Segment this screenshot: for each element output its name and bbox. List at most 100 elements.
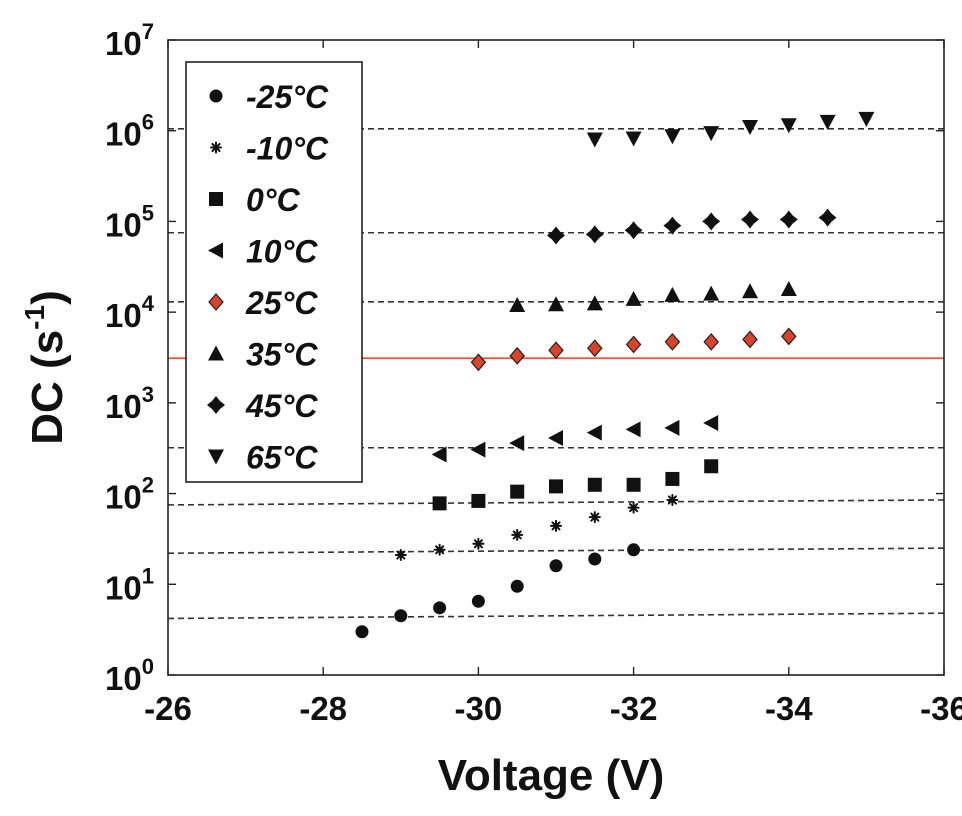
data-point-series-1-0-stroke [396,550,406,560]
y-tick-base: 10 [105,388,142,425]
x-tick-label: -32 [610,690,658,727]
legend-label-5: 35°C [246,337,318,373]
y-tick-label: 101 [105,563,154,606]
y-tick-label: 105 [105,200,154,243]
y-tick-exponent: 2 [142,473,154,498]
x-tick-label: -34 [765,690,813,727]
legend: -25°C-10°C0°C10°C25°C35°C45°C65°C [185,61,363,483]
data-point-series-2-4 [587,477,602,492]
data-point-series-0-4 [510,579,524,593]
data-point-series-4-1 [509,346,525,365]
data-point-series-6-6-shape [779,210,798,229]
legend-marker-0 [209,89,223,103]
y-axis-title-close: ) [23,290,72,305]
data-point-series-6-6 [779,210,798,229]
y-tick-exponent: 3 [142,382,154,407]
data-point-series-6-7 [818,208,837,227]
legend-label-value: 65 [246,440,283,476]
data-point-series-3-4 [586,424,602,441]
legend-label-3: 10°C [246,234,318,270]
data-point-series-7-6 [819,114,836,130]
legend-label-unit: °C [292,79,329,115]
data-point-series-2-0 [432,496,447,511]
data-point-series-3-5 [625,421,641,438]
data-point-series-7-5 [780,118,797,134]
series-4 [470,327,797,372]
data-point-series-0-1 [394,609,408,623]
x-axis-title: Voltage (V) [438,751,665,800]
legend-marker-3 [208,242,223,259]
y-tick-label: 106 [105,110,154,153]
data-point-series-1-1-stroke [435,545,445,555]
data-point-series-6-7-shape [818,208,837,227]
legend-marker-1 [210,141,222,154]
data-point-series-5-6 [742,283,758,299]
data-point-series-1-5-stroke [590,512,600,522]
data-point-series-4-0 [470,353,487,372]
y-tick-base: 10 [105,297,142,334]
data-point-series-5-1 [548,296,564,312]
x-tick-label: -28 [299,690,347,727]
legend-label-2: 0°C [246,182,301,218]
y-tick-label: 103 [105,382,154,425]
data-point-series-1-3-stroke [512,530,522,540]
data-point-series-3-1 [470,441,486,458]
legend-marker-1-stroke [211,142,221,153]
data-point-series-2-3 [549,479,563,494]
data-point-series-4-4 [625,335,642,354]
legend-label-7: 65°C [246,440,318,476]
data-point-series-2-6 [665,471,680,486]
y-tick-base: 10 [105,206,142,243]
data-point-series-5-0 [509,296,526,312]
data-point-series-6-0 [547,226,565,245]
data-point-series-1-0 [394,549,407,562]
data-point-series-7-2 [664,129,681,145]
y-tick-exponent: 0 [142,654,154,679]
data-point-series-2-5 [626,477,641,492]
plot-frame [167,39,945,676]
data-point-series-1-2-stroke [473,539,483,549]
data-point-series-7-1 [625,131,642,147]
data-point-series-5-7 [780,280,797,296]
data-point-series-6-5 [741,210,759,229]
y-tick-base: 10 [105,116,142,153]
data-point-series-1-4 [550,519,562,532]
data-point-series-2-1 [471,493,486,508]
legend-marker-4 [208,293,224,311]
data-point-series-3-6 [664,419,680,436]
data-point-series-1-1 [433,543,446,556]
series-5 [509,280,797,312]
series-7 [586,111,875,148]
data-point-series-3-2 [509,435,525,452]
data-point-series-7-3 [703,126,720,142]
legend-marker-7 [208,449,224,465]
legend-label-value: 0 [246,182,264,218]
legend-label-0: -25°C [246,79,329,115]
data-point-series-2-2 [510,484,525,499]
legend-label-value: 45 [245,388,283,424]
series-1-level-line [167,547,945,555]
series-2 [432,459,719,511]
data-point-series-6-3-shape [663,216,682,235]
data-point-series-6-5-shape [741,210,759,229]
data-point-series-0-5 [549,559,563,573]
y-tick-label: 100 [105,654,154,697]
series-6 [547,208,837,245]
data-point-series-4-7 [742,330,758,349]
data-point-series-3-7 [703,414,719,431]
data-point-series-3-0 [431,446,447,463]
data-point-series-0-6 [588,552,602,566]
data-point-series-3-3 [548,429,563,446]
data-point-series-5-5 [703,285,720,301]
legend-label-value: 25 [245,285,283,321]
data-point-series-6-4-shape [702,212,721,231]
data-point-series-1-6-stroke [629,503,639,513]
data-point-series-0-0 [355,625,369,639]
series-3 [431,414,719,463]
data-point-series-1-7-stroke [667,495,677,505]
data-point-series-7-0 [586,132,603,148]
data-point-series-6-2-shape [624,221,643,240]
legend-label-unit: °C [292,131,329,167]
x-tick-label: -30 [455,690,503,727]
y-tick-exponent: 4 [142,291,155,316]
